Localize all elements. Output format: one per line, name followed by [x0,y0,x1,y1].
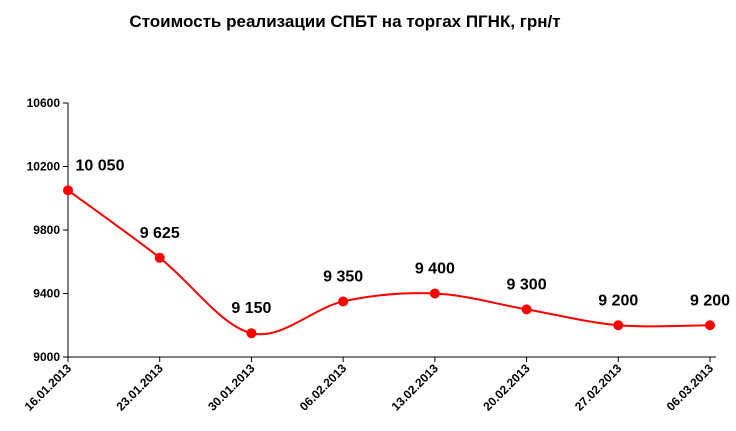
data-point [63,185,73,196]
data-point [246,328,257,339]
data-point [429,288,440,299]
y-tick-label: 10600 [27,96,61,110]
x-tick-label: 13.02.2013 [389,361,442,414]
y-tick-label: 9000 [33,350,60,364]
x-tick-label: 27.02.2013 [572,361,625,414]
data-label: 9 300 [507,276,547,293]
data-point [613,320,624,331]
data-label: 9 200 [598,292,638,309]
y-tick-label: 9400 [33,287,60,301]
data-point [338,296,349,307]
x-tick-label: 16.01.2013 [22,361,75,414]
series-line [67,189,711,336]
data-point [154,252,165,263]
x-tick-label: 06.02.2013 [297,361,350,414]
chart-title: Стоимость реализации СПБТ на торгах ПГНК… [129,12,561,31]
x-tick-label: 30.01.2013 [205,361,258,414]
data-point [705,320,715,331]
data-label: 9 200 [690,292,730,309]
data-label: 9 625 [140,225,180,242]
data-point [521,304,532,315]
data-label: 9 350 [323,268,363,285]
data-label: 10 050 [76,157,125,174]
x-tick-label: 20.02.2013 [480,361,533,414]
y-tick-label: 9800 [33,223,60,237]
data-label: 9 150 [231,300,271,317]
y-tick-label: 10200 [27,160,61,174]
x-tick-label: 23.01.2013 [113,361,166,414]
data-label: 9 400 [415,261,455,278]
x-tick-label: 06.03.2013 [664,361,717,414]
